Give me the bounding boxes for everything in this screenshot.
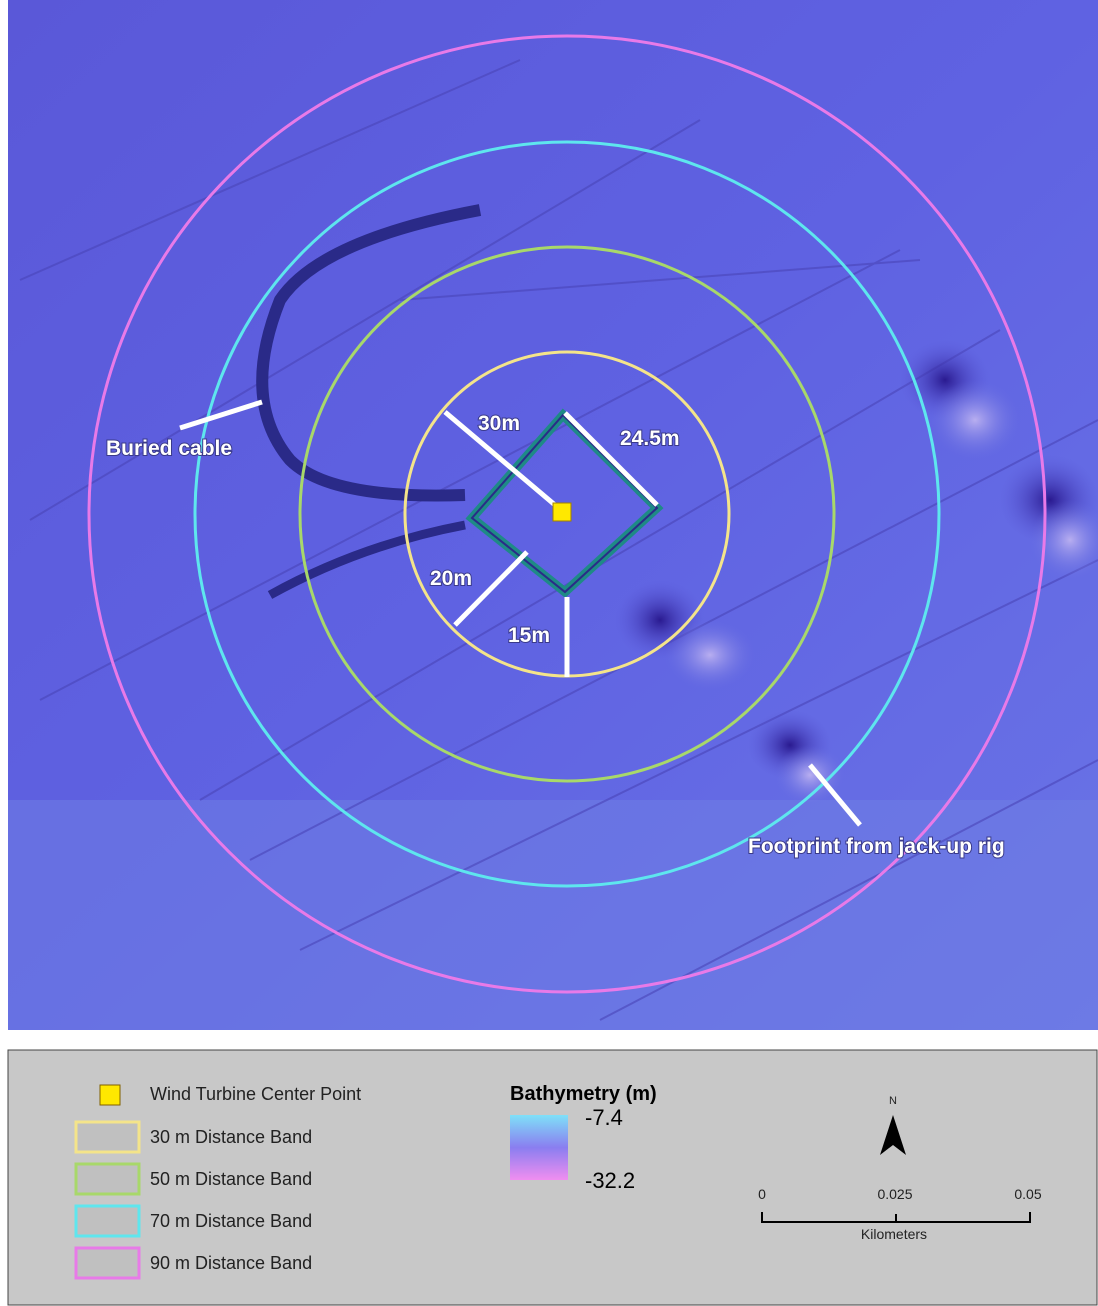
- bathymetry-low: -32.2: [585, 1168, 635, 1193]
- label: Footprint from jack-up rig: [748, 835, 1005, 858]
- bathymetry-high: -7.4: [585, 1105, 623, 1130]
- legend-item: Wind Turbine Center Point: [150, 1084, 361, 1104]
- legend-item: 90 m Distance Band: [150, 1253, 312, 1273]
- scale-tick: 0.05: [1014, 1186, 1041, 1202]
- turbine-center: [552, 502, 572, 522]
- map: 30m 24.5m 20m 15m Buried cable Footprint…: [8, 0, 1098, 1030]
- label: 24.5m: [620, 427, 680, 450]
- scale-unit: Kilometers: [861, 1226, 927, 1242]
- legend: Wind Turbine Center Point 30 m Distance …: [7, 1049, 1098, 1306]
- label: Buried cable: [106, 437, 232, 460]
- legend-item: 70 m Distance Band: [150, 1211, 312, 1231]
- legend-item: 30 m Distance Band: [150, 1127, 312, 1147]
- north-label: N: [889, 1095, 897, 1107]
- scale-tick: 0.025: [877, 1186, 912, 1202]
- label: 30m: [478, 412, 520, 435]
- scale-tick: 0: [758, 1186, 766, 1202]
- label: 15m: [508, 624, 550, 647]
- legend-item: 50 m Distance Band: [150, 1169, 312, 1189]
- bathymetry-title: Bathymetry (m): [510, 1083, 657, 1105]
- label: 20m: [430, 567, 472, 590]
